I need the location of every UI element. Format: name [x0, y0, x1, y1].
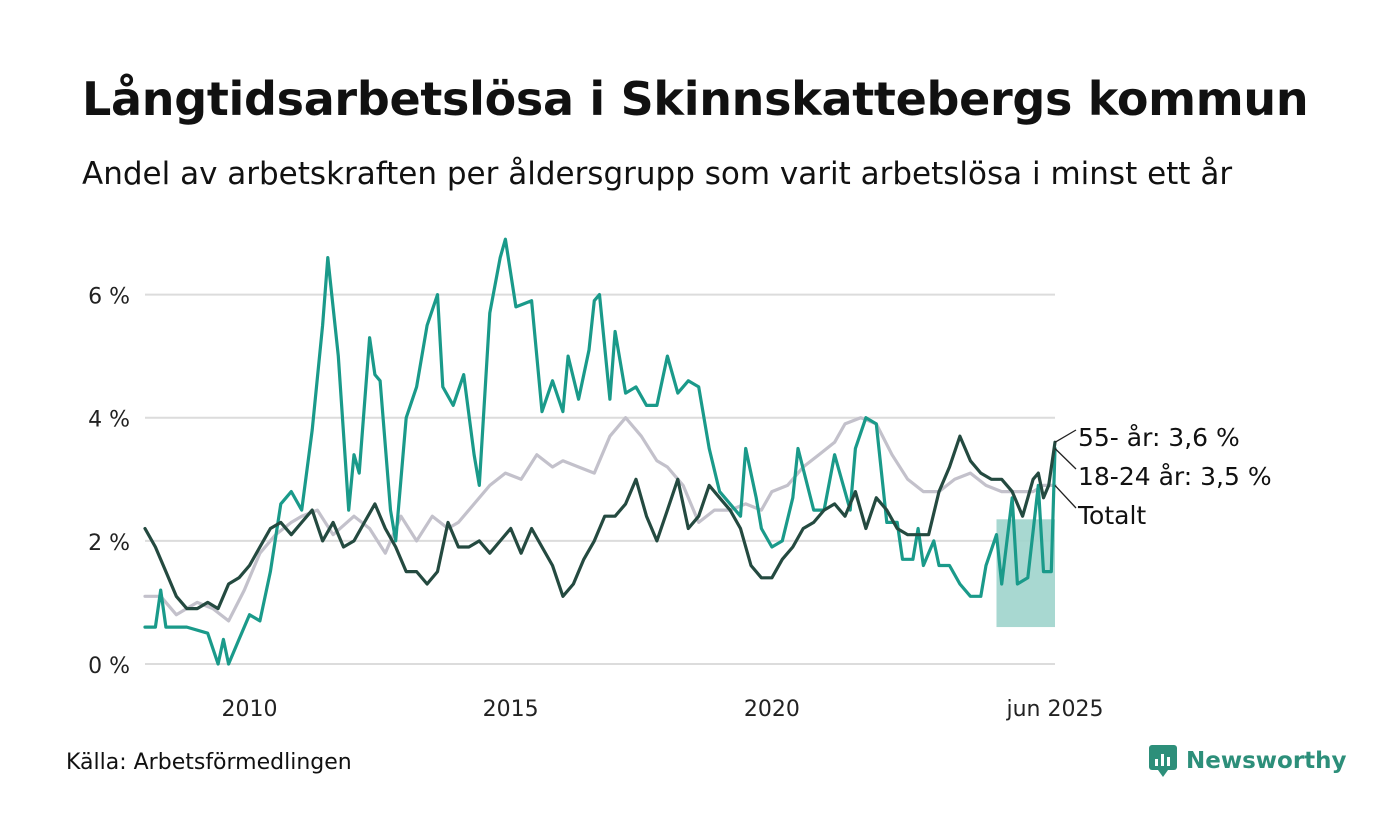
- y-tick-label: 2 %: [88, 531, 130, 556]
- y-tick-label: 0 %: [88, 654, 130, 679]
- y-tick-label: 6 %: [88, 285, 130, 310]
- series-line: [143, 237, 1057, 666]
- x-tick-label: 2015: [483, 697, 539, 722]
- newsworthy-icon: [1149, 745, 1177, 777]
- chart-subtitle: Andel av arbetskraften per åldersgrupp s…: [82, 156, 1233, 192]
- brand-name: Newsworthy: [1186, 748, 1347, 774]
- y-tick-label: 4 %: [88, 408, 130, 433]
- source-note: Källa: Arbetsförmedlingen: [66, 750, 352, 775]
- series-line: [143, 434, 1057, 611]
- chart-title: Långtidsarbetslösa i Skinnskattebergs ko…: [82, 72, 1309, 126]
- label-leader: [1054, 448, 1077, 470]
- x-tick-label: 2010: [221, 697, 277, 722]
- label-leader: [1054, 429, 1077, 443]
- brand-logo: Newsworthy: [1148, 744, 1347, 778]
- series-line: [143, 416, 1057, 623]
- end-label: Totalt: [1077, 501, 1146, 530]
- end-label: 18-24 år: 3,5 %: [1078, 462, 1272, 491]
- x-tick-label: 2020: [744, 697, 800, 722]
- label-leader: [1054, 484, 1077, 509]
- x-tick-label: jun 2025: [1006, 697, 1104, 722]
- end-label: 55- år: 3,6 %: [1078, 423, 1240, 452]
